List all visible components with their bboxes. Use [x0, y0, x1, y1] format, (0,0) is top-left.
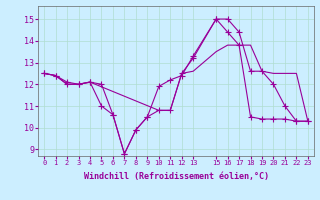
X-axis label: Windchill (Refroidissement éolien,°C): Windchill (Refroidissement éolien,°C) [84, 172, 268, 181]
